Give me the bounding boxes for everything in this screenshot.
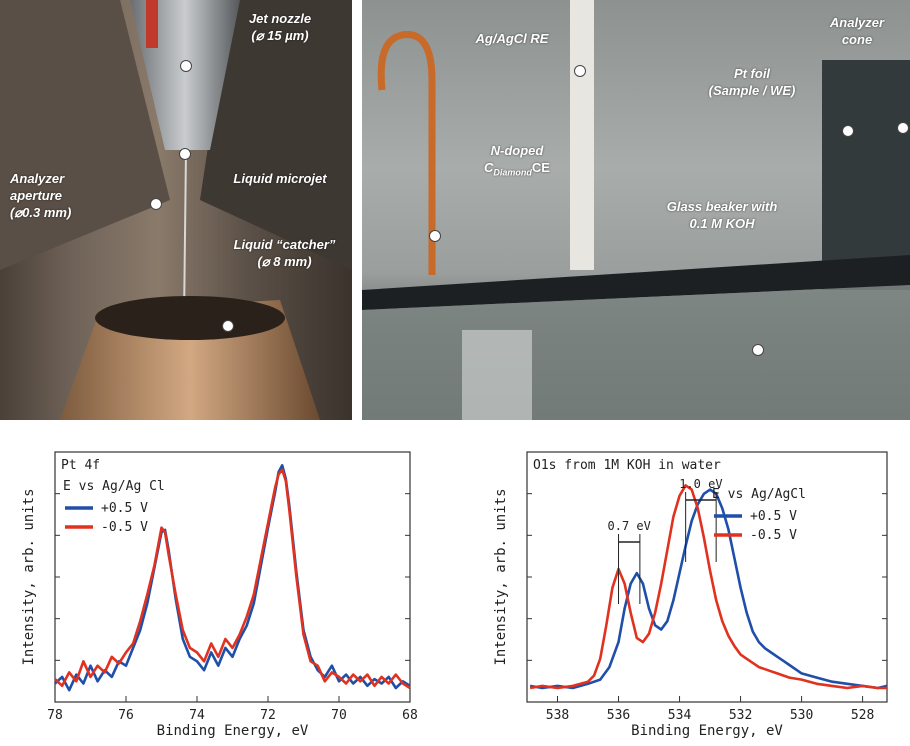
liquid-catcher-label: Liquid “catcher” [233,237,336,252]
chart-title: Pt 4f [61,458,100,473]
plot-frame [526,451,888,703]
y-axis-label: Intensity, arb. units [21,488,37,665]
x-axis-label: Binding Energy, eV [157,723,309,739]
re-label: Ag/AgCl RE [475,31,549,46]
series-line [529,488,888,690]
reference-electrode-tube [570,0,594,270]
jet-nozzle-label: Jet nozzle [248,11,312,26]
ce-c: C [484,160,494,175]
x-tick-label: 76 [118,708,134,723]
label-reference-electrode: Ag/AgCl RE [457,30,567,47]
beaker-rim [362,255,910,310]
x-tick-label: 74 [189,708,205,723]
x-tick-label: 68 [402,708,418,723]
liquid-microjet-line [183,149,187,321]
beaker-line2: 0.1 M KOH [689,216,755,231]
tube-reflection [462,330,532,420]
analyzer-cone-body [822,60,910,290]
y-axis-label: Intensity, arb. units [493,488,509,665]
callout-dot-catcher [222,320,234,332]
label-analyzer-aperture: Analyzer aperture (⌀0.3 mm) [10,170,120,221]
pt-line2: (Sample / WE) [708,83,796,98]
label-liquid-catcher: Liquid “catcher” (⌀ 8 mm) [222,236,347,270]
callout-dot-aperture [150,198,162,210]
x-axis-label: Binding Energy, eV [631,723,783,739]
callout-dot-cone [897,122,909,134]
diamond-counter-electrode-wire [377,31,436,275]
series-line [529,484,887,690]
ce-suffix: CE [531,160,550,175]
x-tick-label: 536 [607,708,630,723]
callout-dot-nozzle [180,60,192,72]
liquid-microjet-label: Liquid microjet [233,171,327,186]
callout-dot-beaker [752,344,764,356]
catcher-opening [95,296,285,340]
label-analyzer-cone: Analyzer cone [812,14,902,48]
pt4f-chart: 78 76 74 72 70 68 Pt 4f E vs Ag/Ag Cl +0.5 V -0.5… [21,451,418,739]
beaker-line1: Glass beaker with [666,199,778,214]
label-jet-nozzle: Jet nozzle (⌀ 15 µm) [230,10,330,44]
analyzer-aperture-size: (⌀0.3 mm) [10,205,72,220]
label-liquid-microjet: Liquid microjet [215,170,345,187]
x-tick-label: 530 [790,708,813,723]
chart-title: O1s from 1M KOH in water [533,458,721,473]
label-pt-foil: Pt foil (Sample / WE) [682,65,822,99]
jet-setup-drawing [0,0,352,420]
x-tick-label: 534 [668,708,692,723]
callout-dot-ce [429,230,441,242]
x-tick-label: 538 [546,708,569,723]
o1s-chart: 538 536 534 532 530 528 0.7 eV 1.0 eV O1s from 1… [493,451,888,739]
legend-label: +0.5 V [101,501,148,516]
x-tick-label: 72 [260,708,276,723]
callout-dot-microjet [179,148,191,160]
annotation-label: 0.7 eV [608,519,651,533]
ce-line1: N-doped [490,143,544,158]
analyzer-aperture-label: Analyzer aperture [10,171,65,203]
legend-label: -0.5 V [101,520,148,535]
cone-line1: Analyzer [829,15,885,30]
photo-liquid-jet-setup: Jet nozzle (⌀ 15 µm) Analyzer aperture (… [0,0,352,420]
x-tick-label: 528 [851,708,874,723]
x-tick-label: 78 [47,708,63,723]
pt-line1: Pt foil [733,66,771,81]
jet-nozzle-size: (⌀ 15 µm) [251,28,309,43]
ce-line2: CDiamondCE [462,159,572,182]
callout-dot-pt [842,125,854,137]
cell-drawing [362,0,910,420]
series-line [54,468,411,690]
label-counter-electrode: N-doped CDiamondCE [462,142,572,182]
x-tick-label: 532 [729,708,752,723]
legend-title: E vs Ag/AgCl [712,487,806,502]
ce-sub: Diamond [493,167,532,178]
red-capillary [146,0,158,48]
legend-label: -0.5 V [750,528,797,543]
right-wall [200,0,352,270]
annotation-label: 1.0 eV [679,477,722,491]
x-tick-label: 70 [331,708,347,723]
left-wall [0,0,170,270]
photo-electrochemical-cell: Ag/AgCl RE N-doped CDiamondCE Pt foil (S… [362,0,910,420]
liquid-catcher-size: (⌀ 8 mm) [257,254,312,269]
label-glass-beaker: Glass beaker with 0.1 M KOH [642,198,802,232]
cone-line2: cone [841,32,873,47]
callout-dot-re [574,65,586,77]
legend-label: +0.5 V [750,509,797,524]
legend-title: E vs Ag/Ag Cl [63,479,165,494]
